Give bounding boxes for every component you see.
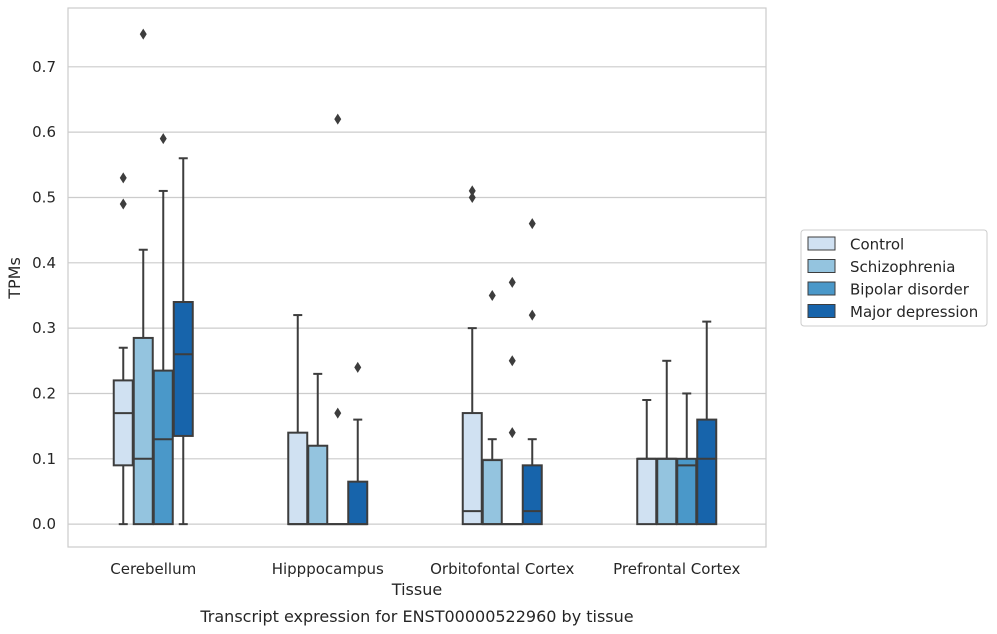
- y-axis-title: TPMs: [5, 257, 24, 300]
- y-tick-label: 0.6: [32, 123, 56, 141]
- box-body: [112, 379, 134, 467]
- outlier-point: [159, 133, 167, 145]
- outlier-point: [334, 407, 342, 419]
- box-plot: [152, 133, 174, 526]
- outlier-point: [139, 28, 147, 40]
- legend-swatch: [807, 236, 836, 251]
- legend-swatch: [807, 281, 836, 296]
- y-tick-label: 0.3: [32, 319, 56, 337]
- box-plot: [481, 289, 503, 526]
- box-plot: [521, 218, 543, 526]
- y-tick-label: 0.5: [32, 188, 56, 206]
- outlier-point: [468, 191, 476, 203]
- plot-frame: [67, 7, 767, 548]
- box-plot: [461, 185, 483, 526]
- x-tick-labels: Cerebellum Hipppocampus Orbitofontal Corte…: [110, 560, 740, 578]
- box-plot: [636, 399, 658, 526]
- box-body: [676, 457, 698, 526]
- y-tick-labels: 0.0 0.1 0.2 0.3 0.4 0.5 0.6 0.7: [32, 58, 56, 533]
- y-tick-label: 0.0: [32, 515, 56, 533]
- box-plot: [347, 361, 369, 526]
- outlier-point: [468, 185, 476, 197]
- box-plot: [656, 359, 678, 526]
- box-plot: [132, 28, 154, 526]
- outlier-point: [119, 198, 127, 210]
- x-tick-label: Cerebellum: [110, 560, 196, 578]
- legend-label: Schizophrenia: [850, 258, 955, 276]
- x-axis-title: Tissue: [391, 580, 442, 599]
- box-plot: [696, 320, 718, 526]
- y-tick-label: 0.4: [32, 254, 56, 272]
- legend-label: Bipolar disorder: [850, 281, 970, 299]
- box-plot: [112, 172, 134, 526]
- outlier-point: [508, 355, 516, 367]
- box-body: [152, 369, 174, 526]
- box-body: [132, 336, 154, 526]
- outlier-point: [528, 309, 536, 321]
- y-tick-label: 0.1: [32, 450, 56, 468]
- box-plot: [327, 113, 349, 526]
- outlier-point: [488, 289, 496, 301]
- box-plot: [501, 276, 523, 526]
- box-body: [636, 457, 658, 526]
- legend-swatch: [807, 259, 836, 273]
- legend-swatch: [807, 304, 836, 318]
- legend-frame: [800, 229, 988, 327]
- box-body: [307, 444, 329, 526]
- box-body: [347, 480, 369, 526]
- box-body: [656, 457, 678, 526]
- box-body: [287, 431, 309, 526]
- y-tick-label: 0.2: [32, 384, 56, 402]
- box-body: [461, 412, 483, 526]
- box-body: [521, 464, 543, 526]
- legend: Control Schizophrenia Bipolar disorder Majo…: [800, 229, 988, 327]
- outlier-point: [508, 427, 516, 439]
- box-body: [696, 418, 718, 526]
- x-tick-label: Orbitofontal Cortex: [430, 560, 574, 578]
- chart-caption: Transcript expression for ENST0000052296…: [199, 607, 633, 626]
- box-body: [172, 301, 194, 437]
- box-plots: [112, 28, 718, 526]
- box-plot: [307, 372, 329, 526]
- x-tick-label: Hipppocampus: [272, 560, 384, 578]
- box-plot: [172, 157, 194, 526]
- box-body: [481, 459, 503, 526]
- outlier-point: [354, 361, 362, 373]
- legend-label: Major depression: [850, 303, 978, 321]
- legend-label: Control: [850, 236, 904, 254]
- x-tick-label: Prefrontal Cortex: [613, 560, 740, 578]
- outlier-point: [334, 113, 342, 125]
- y-tick-label: 0.7: [32, 58, 56, 76]
- outlier-point: [528, 218, 536, 230]
- outlier-point: [508, 276, 516, 288]
- box-plot: [676, 392, 698, 526]
- box-plot: [287, 314, 309, 526]
- outlier-point: [119, 172, 127, 184]
